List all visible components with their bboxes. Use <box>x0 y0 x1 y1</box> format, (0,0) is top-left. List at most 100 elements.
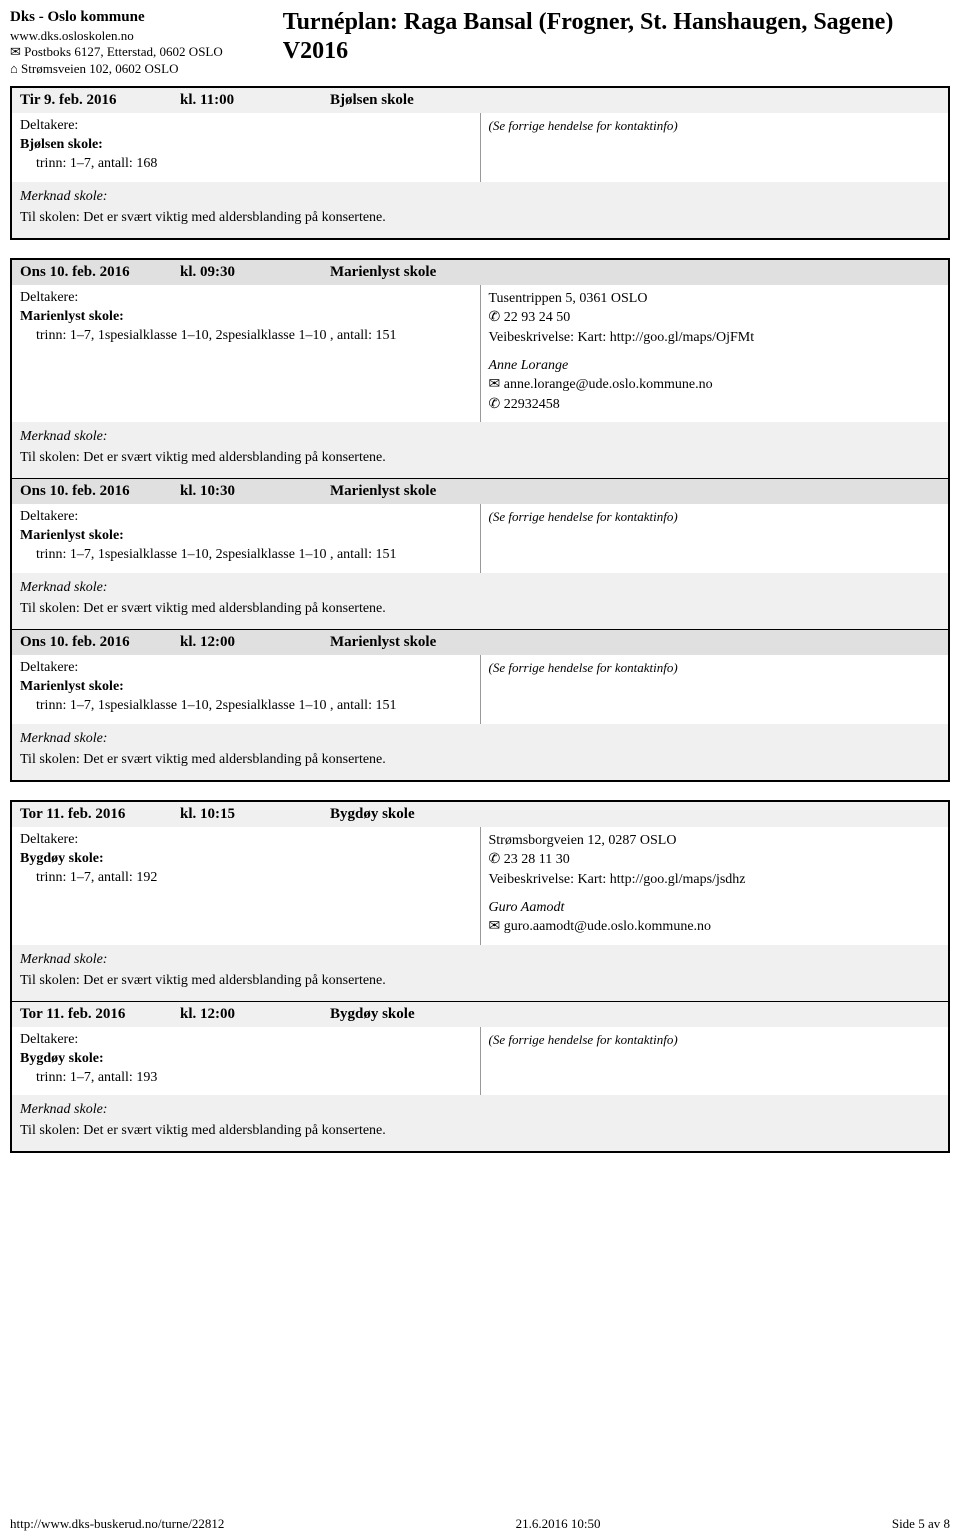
event-date: Tor 11. feb. 2016 <box>20 806 180 823</box>
event: Tor 11. feb. 2016kl. 12:00Bygdøy skoleDe… <box>12 1001 948 1152</box>
org-name: Dks - Oslo kommune <box>10 8 223 28</box>
event-time: kl. 12:00 <box>180 1006 330 1023</box>
event-participants: Deltakere:Marienlyst skole:trinn: 1–7, 1… <box>12 504 481 573</box>
event-date: Tor 11. feb. 2016 <box>20 1006 180 1023</box>
contact-ref: (Se forrige hendelse for kontaktinfo) <box>489 1031 941 1049</box>
event-participants: Deltakere:Bygdøy skole:trinn: 1–7, antal… <box>12 1027 481 1096</box>
event-body: Deltakere:Bygdøy skole:trinn: 1–7, antal… <box>12 827 948 945</box>
event-date: Ons 10. feb. 2016 <box>20 634 180 651</box>
contact-ref: (Se forrige hendelse for kontaktinfo) <box>489 117 941 135</box>
event-header: Tir 9. feb. 2016kl. 11:00Bjølsen skole <box>12 88 948 113</box>
school-name: Marienlyst skole: <box>20 678 472 697</box>
event-note: Merknad skole:Til skolen: Det er svært v… <box>12 945 948 1001</box>
note-text: Til skolen: Det er svært viktig med alde… <box>20 447 940 468</box>
event-header: Ons 10. feb. 2016kl. 10:30Marienlyst sko… <box>12 479 948 504</box>
contact-phone2: ✆ 22932458 <box>489 395 941 415</box>
contact-route: Veibeskrivelse: Kart: http://goo.gl/maps… <box>489 870 941 890</box>
event: Tor 11. feb. 2016kl. 10:15Bygdøy skoleDe… <box>12 802 948 1001</box>
title-line2: V2016 <box>283 38 348 64</box>
participants-label: Deltakere: <box>20 659 472 678</box>
event-time: kl. 12:00 <box>180 634 330 651</box>
event-venue: Bygdøy skole <box>330 806 940 823</box>
event-time: kl. 09:30 <box>180 264 330 281</box>
org-addr: ⌂ Strømsveien 102, 0602 OSLO <box>10 61 223 78</box>
event-note: Merknad skole:Til skolen: Det er svært v… <box>12 573 948 629</box>
event: Ons 10. feb. 2016kl. 10:30Marienlyst sko… <box>12 478 948 629</box>
note-label: Merknad skole: <box>20 577 940 598</box>
note-text: Til skolen: Det er svært viktig med alde… <box>20 598 940 619</box>
page-header: Dks - Oslo kommune www.dks.osloskolen.no… <box>10 8 950 78</box>
event-body: Deltakere:Bjølsen skole:trinn: 1–7, anta… <box>12 113 948 182</box>
participants-label: Deltakere: <box>20 289 472 308</box>
event-group: Tir 9. feb. 2016kl. 11:00Bjølsen skoleDe… <box>10 86 950 240</box>
org-mail: ✉ Postboks 6127, Etterstad, 0602 OSLO <box>10 44 223 61</box>
event-groups: Tir 9. feb. 2016kl. 11:00Bjølsen skoleDe… <box>10 86 950 1153</box>
contact-email: ✉ guro.aamodt@ude.oslo.kommune.no <box>489 917 941 937</box>
footer-right: Side 5 av 8 <box>892 1516 950 1532</box>
contact-phone: ✆ 23 28 11 30 <box>489 850 941 870</box>
attendance-line: trinn: 1–7, antall: 168 <box>20 155 472 174</box>
school-name: Bygdøy skole: <box>20 850 472 869</box>
event-note: Merknad skole:Til skolen: Det er svært v… <box>12 422 948 478</box>
event-group: Ons 10. feb. 2016kl. 09:30Marienlyst sko… <box>10 258 950 782</box>
note-label: Merknad skole: <box>20 949 940 970</box>
contact-email: ✉ anne.lorange@ude.oslo.kommune.no <box>489 375 941 395</box>
contact-phone: ✆ 22 93 24 50 <box>489 308 941 328</box>
org-web: www.dks.osloskolen.no <box>10 28 223 45</box>
event-contact: (Se forrige hendelse for kontaktinfo) <box>481 113 949 182</box>
contact-address: Strømsborgveien 12, 0287 OSLO <box>489 831 941 851</box>
contact-person: Guro Aamodt <box>489 898 941 918</box>
org-block: Dks - Oslo kommune www.dks.osloskolen.no… <box>10 8 223 78</box>
participants-label: Deltakere: <box>20 117 472 136</box>
footer-left: http://www.dks-buskerud.no/turne/22812 <box>10 1516 224 1532</box>
note-label: Merknad skole: <box>20 186 940 207</box>
event-participants: Deltakere:Marienlyst skole:trinn: 1–7, 1… <box>12 655 481 724</box>
school-name: Bygdøy skole: <box>20 1050 472 1069</box>
participants-label: Deltakere: <box>20 1031 472 1050</box>
event-participants: Deltakere:Marienlyst skole:trinn: 1–7, 1… <box>12 285 481 423</box>
event-header: Tor 11. feb. 2016kl. 12:00Bygdøy skole <box>12 1002 948 1027</box>
note-text: Til skolen: Det er svært viktig med alde… <box>20 749 940 770</box>
event-note: Merknad skole:Til skolen: Det er svært v… <box>12 724 948 780</box>
title-block: Turnéplan: Raga Bansal (Frogner, St. Han… <box>223 8 950 66</box>
event-participants: Deltakere:Bjølsen skole:trinn: 1–7, anta… <box>12 113 481 182</box>
page-footer: http://www.dks-buskerud.no/turne/22812 2… <box>10 1516 950 1532</box>
event-header: Tor 11. feb. 2016kl. 10:15Bygdøy skole <box>12 802 948 827</box>
event-contact: (Se forrige hendelse for kontaktinfo) <box>481 504 949 573</box>
contact-route: Veibeskrivelse: Kart: http://goo.gl/maps… <box>489 328 941 348</box>
note-label: Merknad skole: <box>20 1099 940 1120</box>
contact-ref: (Se forrige hendelse for kontaktinfo) <box>489 508 941 526</box>
school-name: Marienlyst skole: <box>20 308 472 327</box>
attendance-line: trinn: 1–7, 1spesialklasse 1–10, 2spesia… <box>20 697 472 716</box>
event-time: kl. 10:15 <box>180 806 330 823</box>
note-label: Merknad skole: <box>20 426 940 447</box>
event-group: Tor 11. feb. 2016kl. 10:15Bygdøy skoleDe… <box>10 800 950 1154</box>
event-time: kl. 10:30 <box>180 483 330 500</box>
note-label: Merknad skole: <box>20 728 940 749</box>
contact-address: Tusentrippen 5, 0361 OSLO <box>489 289 941 309</box>
attendance-line: trinn: 1–7, 1spesialklasse 1–10, 2spesia… <box>20 546 472 565</box>
event-contact: Strømsborgveien 12, 0287 OSLO✆ 23 28 11 … <box>481 827 949 945</box>
attendance-line: trinn: 1–7, antall: 192 <box>20 869 472 888</box>
participants-label: Deltakere: <box>20 508 472 527</box>
event-contact: (Se forrige hendelse for kontaktinfo) <box>481 1027 949 1096</box>
attendance-line: trinn: 1–7, 1spesialklasse 1–10, 2spesia… <box>20 327 472 346</box>
school-name: Marienlyst skole: <box>20 527 472 546</box>
page-title: Turnéplan: Raga Bansal (Frogner, St. Han… <box>283 8 950 66</box>
contact-person: Anne Lorange <box>489 356 941 376</box>
note-text: Til skolen: Det er svært viktig med alde… <box>20 207 940 228</box>
participants-label: Deltakere: <box>20 831 472 850</box>
note-text: Til skolen: Det er svært viktig med alde… <box>20 1120 940 1141</box>
event-venue: Bygdøy skole <box>330 1006 940 1023</box>
event-header: Ons 10. feb. 2016kl. 12:00Marienlyst sko… <box>12 630 948 655</box>
event-venue: Bjølsen skole <box>330 92 940 109</box>
event-venue: Marienlyst skole <box>330 483 940 500</box>
school-name: Bjølsen skole: <box>20 136 472 155</box>
attendance-line: trinn: 1–7, antall: 193 <box>20 1069 472 1088</box>
event-contact: Tusentrippen 5, 0361 OSLO✆ 22 93 24 50Ve… <box>481 285 949 423</box>
title-line1: Turnéplan: Raga Bansal (Frogner, St. Han… <box>283 9 894 35</box>
event: Ons 10. feb. 2016kl. 12:00 Marienlyst sko… <box>12 629 948 780</box>
event-date: Ons 10. feb. 2016 <box>20 483 180 500</box>
event-venue: Marienlyst skole <box>330 264 940 281</box>
footer-center: 21.6.2016 10:50 <box>516 1516 601 1532</box>
